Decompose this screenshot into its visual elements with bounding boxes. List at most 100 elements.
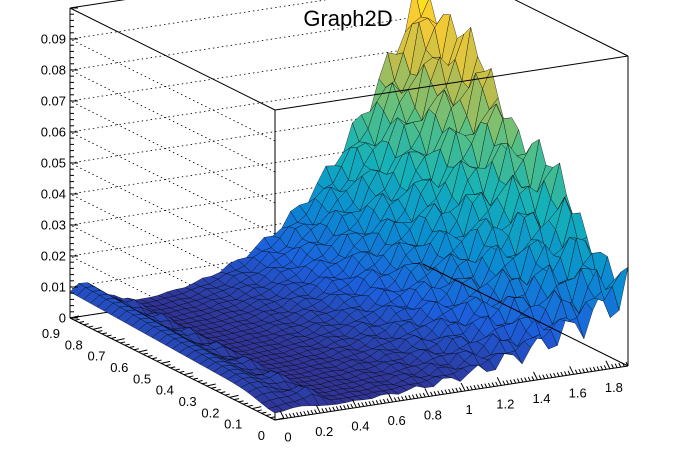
x-tick-label: 1.4 xyxy=(532,391,550,406)
x-tick xyxy=(368,401,372,406)
x-tick xyxy=(444,389,448,394)
x-tick xyxy=(459,387,462,392)
y-tick xyxy=(238,400,244,403)
y-tick xyxy=(206,383,216,387)
y-tick-label: 0.5 xyxy=(133,371,151,386)
z-tick-label: 0.01 xyxy=(41,280,66,295)
x-tick xyxy=(350,403,354,409)
x-tick xyxy=(424,388,430,397)
x-tick xyxy=(352,399,357,408)
y-tick-label: 0.3 xyxy=(179,394,197,409)
x-tick xyxy=(466,386,470,391)
x-tick xyxy=(310,409,314,415)
x-tick xyxy=(520,377,524,383)
y-tick-label: 0 xyxy=(258,428,265,443)
x-tick xyxy=(433,391,437,396)
x-tick xyxy=(437,390,441,396)
x-axis: 0 0.2 0.4 0.6 0.8 1 1.2 1.4 1.6 1.8 xyxy=(279,360,629,445)
surface-plot xyxy=(69,0,629,414)
y-tick xyxy=(233,398,240,401)
x-tick xyxy=(288,413,292,418)
x-tick xyxy=(335,406,339,411)
y-tick xyxy=(101,332,107,335)
x-tick xyxy=(538,375,542,380)
x-tick xyxy=(415,393,419,399)
x-tick xyxy=(621,362,625,367)
x-tick xyxy=(527,376,531,382)
x-tick xyxy=(524,377,528,382)
y-tick xyxy=(179,370,185,373)
z-tick-label: 0.03 xyxy=(41,218,66,233)
x-tick xyxy=(372,400,376,405)
y-tick xyxy=(229,394,239,398)
x-tick xyxy=(553,372,557,378)
x-tick xyxy=(388,393,394,403)
x-tick xyxy=(361,402,365,407)
y-tick-label: 0.4 xyxy=(156,383,174,398)
x-tick xyxy=(495,381,499,387)
x-tick xyxy=(542,374,546,379)
y-tick xyxy=(129,345,135,348)
x-tick xyxy=(343,404,347,410)
x-tick xyxy=(419,393,423,398)
y-tick xyxy=(256,409,262,412)
x-tick xyxy=(357,402,361,408)
z-axis: 0 0.01 0.02 0.03 0.04 0.05 0.06 0.07 0.08 0.09 xyxy=(41,7,78,326)
x-tick-label: 1.2 xyxy=(496,396,514,411)
x-tick xyxy=(455,387,459,393)
y-tick xyxy=(170,366,176,369)
x-tick xyxy=(611,363,614,369)
x-tick xyxy=(564,371,567,376)
x-tick-label: 0.8 xyxy=(424,407,442,422)
x-tick xyxy=(315,404,321,414)
x-tick xyxy=(397,396,401,402)
y-tick xyxy=(197,379,203,382)
x-tick xyxy=(549,373,553,378)
z-tick-label: 0 xyxy=(59,311,66,326)
y-tick xyxy=(115,338,125,342)
y-tick xyxy=(215,389,221,392)
x-tick xyxy=(279,410,285,419)
y-tick xyxy=(243,402,249,405)
x-tick xyxy=(325,407,328,413)
y-axis: 0 0.1 0.2 0.3 0.4 0.5 0.6 0.7 0.8 0.9 xyxy=(42,315,285,443)
x-tick xyxy=(314,409,318,414)
y-tick xyxy=(202,382,208,385)
y-tick xyxy=(247,404,253,407)
x-tick xyxy=(332,406,336,412)
x-tick xyxy=(448,388,452,394)
chart-title: Graph2D xyxy=(303,6,392,31)
y-tick-label: 0.1 xyxy=(224,417,242,432)
frame-edge xyxy=(514,0,629,57)
frame-edge xyxy=(422,263,629,367)
x-tick xyxy=(585,367,589,373)
frame-edge xyxy=(69,7,276,111)
x-tick xyxy=(460,382,466,392)
y-tick xyxy=(265,413,271,416)
z-tick-label: 0.08 xyxy=(41,63,66,78)
y-tick xyxy=(192,377,199,380)
x-tick xyxy=(393,397,397,402)
frame-edge xyxy=(69,317,276,421)
x-tick xyxy=(487,382,491,388)
x-tick-label: 0.4 xyxy=(351,419,369,434)
y-tick-label: 0.8 xyxy=(65,337,83,352)
x-tick xyxy=(306,410,310,415)
z-tick-label: 0.04 xyxy=(41,187,66,202)
x-tick xyxy=(605,360,611,369)
x-tick xyxy=(480,383,484,389)
y-tick-label: 0.2 xyxy=(201,405,219,420)
y-tick xyxy=(124,343,130,346)
x-tick xyxy=(574,369,578,374)
x-tick-label: 1.6 xyxy=(569,385,587,400)
y-tick xyxy=(92,326,102,330)
x-tick xyxy=(491,382,495,387)
x-tick xyxy=(513,378,517,384)
x-tick xyxy=(592,366,596,372)
y-tick xyxy=(74,318,80,321)
y-tick xyxy=(133,348,139,351)
z-tick-label: 0.05 xyxy=(41,156,66,171)
x-tick xyxy=(339,405,343,410)
x-tick-label: 1 xyxy=(465,402,472,417)
x-tick xyxy=(596,366,600,371)
